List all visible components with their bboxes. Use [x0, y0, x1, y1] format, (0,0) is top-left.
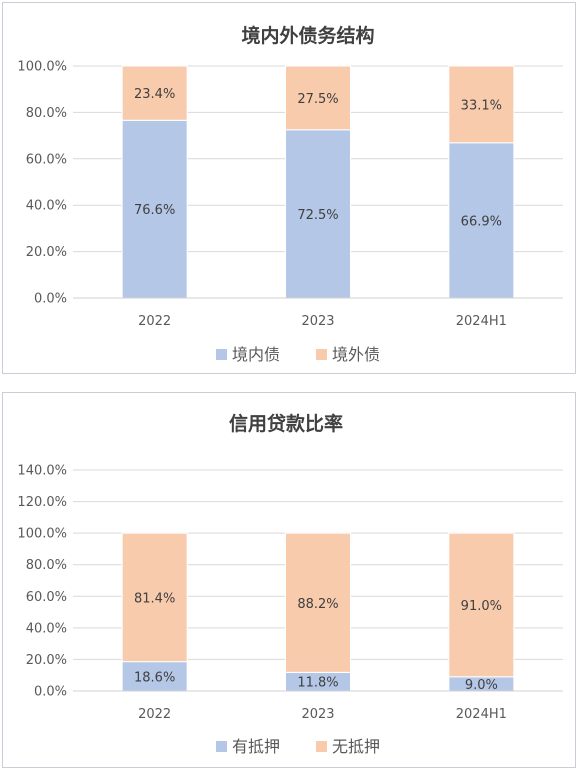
y-tick-label: 40.0% [26, 621, 67, 636]
data-label: 66.9% [461, 214, 502, 229]
chart-title: 境内外债务结构 [241, 24, 374, 47]
y-tick-label: 60.0% [26, 152, 67, 167]
data-label: 81.4% [134, 591, 175, 606]
x-tick-label: 2023 [301, 707, 334, 722]
y-tick-label: 100.0% [17, 527, 67, 542]
y-tick-label: 60.0% [26, 590, 67, 605]
bar-segment-top [121, 65, 188, 121]
legend-label: 境内债 [232, 345, 280, 364]
data-label: 11.8% [297, 676, 338, 691]
x-tick-label: 2024H1 [456, 314, 507, 329]
data-label: 18.6% [134, 670, 175, 685]
x-tick-label: 2024H1 [456, 707, 507, 722]
y-tick-label: 80.0% [26, 106, 67, 121]
y-tick-label: 40.0% [26, 199, 67, 214]
bar-segment-bottom [448, 142, 515, 299]
bar-segment-top [285, 65, 351, 131]
legend-swatch [216, 741, 227, 752]
bar-segment-top [448, 532, 515, 678]
y-tick-label: 100.0% [17, 60, 67, 75]
chart-panel-debt-structure: 境内外债务结构 0.0% 20.0% 40.0% 60.0% 80.0% 100.0% 76.… [2, 2, 576, 374]
legend-swatch [316, 349, 327, 360]
bar-segment-top [121, 532, 188, 663]
y-tick-label: 20.0% [26, 653, 67, 668]
y-tick-label: 0.0% [34, 685, 67, 700]
legend-label: 无抵押 [332, 737, 380, 756]
y-tick-label: 20.0% [26, 245, 67, 260]
x-tick-label: 2022 [138, 707, 171, 722]
x-tick-label: 2023 [301, 314, 334, 329]
data-label: 33.1% [461, 98, 502, 113]
y-tick-label: 0.0% [34, 292, 67, 307]
data-label: 27.5% [297, 92, 338, 107]
data-label: 23.4% [134, 87, 175, 102]
legend-label: 境外债 [332, 345, 380, 364]
legend-label: 有抵押 [232, 737, 280, 756]
data-label: 9.0% [465, 678, 498, 693]
legend-swatch [316, 741, 327, 752]
legend-swatch [216, 349, 227, 360]
data-label: 72.5% [297, 208, 338, 223]
data-label: 88.2% [297, 597, 338, 612]
bar-segment-top [285, 532, 351, 673]
chart-title: 信用贷款比率 [229, 412, 343, 435]
x-tick-label: 2022 [138, 314, 171, 329]
bar-segment-top [448, 65, 515, 144]
chart-credit-loan-ratio: 信用贷款比率 0.0% 20.0% 40.0% 60.0% 80.0% 100.0% 120.… [17, 412, 563, 756]
y-tick-label: 80.0% [26, 558, 67, 573]
data-label: 91.0% [461, 599, 502, 614]
y-tick-label: 140.0% [17, 464, 67, 479]
y-tick-label: 120.0% [17, 495, 67, 510]
chart-debt-structure: 境内外债务结构 0.0% 20.0% 40.0% 60.0% 80.0% 100.0% 76.… [17, 24, 563, 364]
bar-segment-bottom [285, 129, 351, 299]
data-label: 76.6% [134, 203, 175, 218]
chart-panel-credit-loan-ratio: 信用贷款比率 0.0% 20.0% 40.0% 60.0% 80.0% 100.0% 120.… [2, 392, 576, 768]
